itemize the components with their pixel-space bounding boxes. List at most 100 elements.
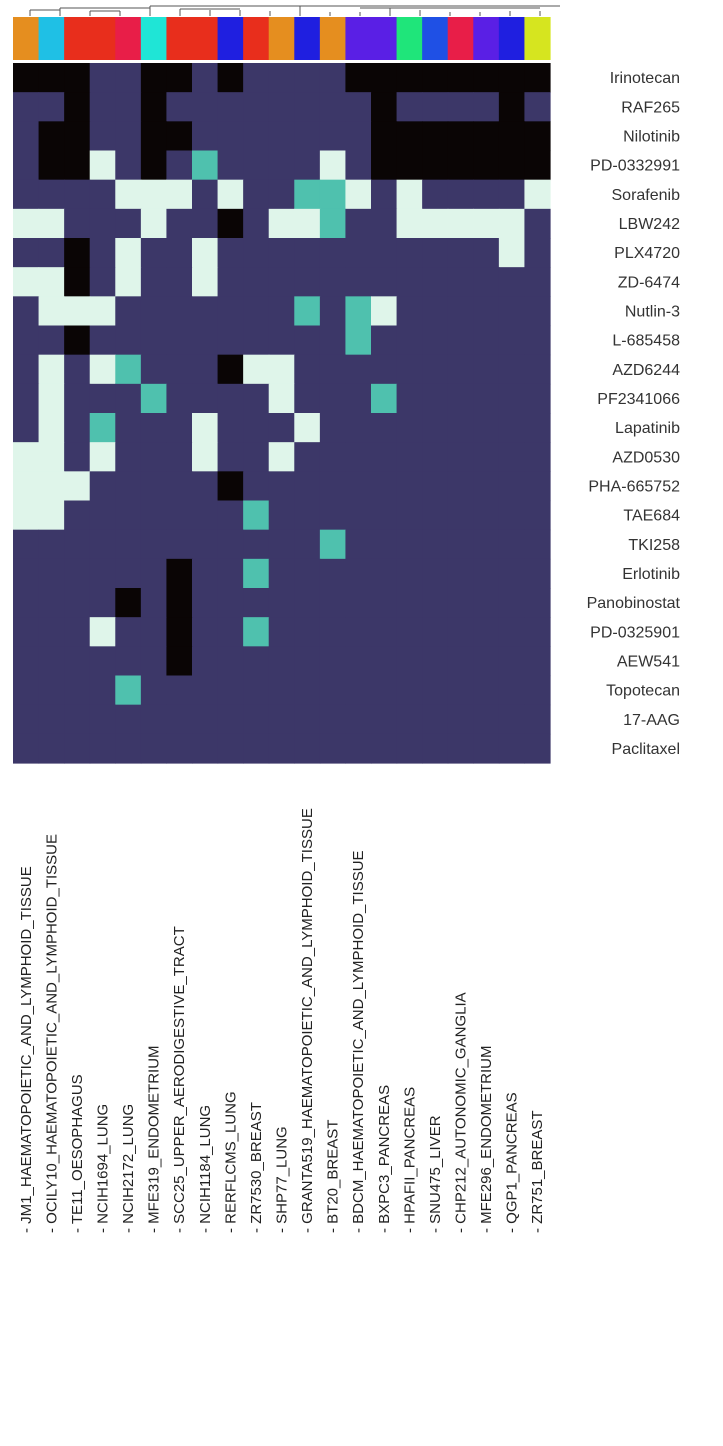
heatmap-cell: [268, 471, 295, 502]
heatmap-cell: [38, 704, 65, 735]
heatmap-cell: [345, 267, 372, 297]
row-label: L-685458: [612, 333, 680, 350]
heatmap-cell: [268, 354, 295, 385]
heatmap-cell: [319, 529, 347, 560]
heatmap-cell: [217, 354, 244, 385]
heatmap-cell: [473, 267, 500, 297]
heatmap-cell: [243, 179, 270, 210]
heatmap-cell: [64, 208, 91, 239]
heatmap-cell: [319, 208, 347, 239]
row-label: Nilotinib: [623, 128, 680, 145]
heatmap-cell: [268, 646, 295, 677]
heatmap-cell: [396, 238, 423, 268]
heatmap-cell: [166, 442, 193, 472]
heatmap-cell: [498, 675, 526, 706]
heatmap-cell: [64, 529, 91, 560]
heatmap-cell: [38, 150, 65, 181]
heatmap-cell: [294, 208, 321, 239]
heatmap-cell: [115, 92, 142, 122]
heatmap-cell: [524, 296, 551, 327]
heatmap-cell: [13, 296, 40, 327]
heatmap-cell: [345, 121, 372, 152]
heatmap-cell: [524, 238, 551, 268]
column-label: - SNU475_LIVER: [427, 1115, 444, 1233]
heatmap-cell: [192, 63, 219, 93]
heatmap-cell: [422, 325, 449, 356]
heatmap-cell: [294, 442, 321, 472]
heatmap-cell: [294, 267, 321, 297]
heatmap-cell: [473, 383, 500, 414]
heatmap-cell: [422, 383, 449, 414]
heatmap-cell: [473, 238, 500, 268]
heatmap-cell: [422, 121, 449, 152]
heatmap-cell: [217, 588, 244, 618]
heatmap-cell: [38, 588, 65, 618]
heatmap-cell: [268, 617, 295, 647]
heatmap-cell: [217, 150, 244, 181]
row-label: AZD6244: [612, 362, 680, 379]
heatmap-cell: [217, 179, 244, 210]
heatmap-cell: [115, 617, 142, 647]
heatmap-cell: [268, 704, 295, 735]
column-label: - SCC25_UPPER_AERODIGESTIVE_TRACT: [171, 926, 188, 1233]
heatmap-cell: [447, 208, 474, 239]
heatmap-cell: [243, 471, 270, 502]
heatmap-cell: [294, 238, 321, 268]
heatmap-cell: [140, 617, 168, 647]
heatmap-cell: [115, 646, 142, 677]
heatmap-cell: [268, 296, 295, 327]
heatmap-cell: [268, 529, 295, 560]
heatmap-cell: [498, 383, 526, 414]
heatmap-cell: [89, 383, 116, 414]
heatmap-cell: [166, 179, 193, 210]
heatmap-cell: [294, 588, 321, 618]
heatmap-cell: [217, 733, 244, 764]
heatmap-cell: [243, 121, 270, 152]
heatmap-cell: [319, 267, 347, 297]
heatmap-cell: [166, 646, 193, 677]
heatmap-cell: [422, 413, 449, 443]
heatmap-cell: [38, 238, 65, 268]
column-label: - NCIH1694_LUNG: [95, 1104, 112, 1233]
heatmap-cell: [115, 121, 142, 152]
heatmap-cell: [115, 150, 142, 181]
heatmap-cell: [396, 121, 423, 152]
heatmap-cell: [371, 646, 398, 677]
heatmap-cell: [192, 267, 219, 297]
heatmap-cell: [89, 92, 116, 122]
heatmap-cell: [64, 500, 91, 531]
heatmap-cell: [498, 325, 526, 356]
heatmap-cell: [524, 92, 551, 122]
heatmap-cell: [115, 325, 142, 356]
heatmap-cell: [473, 92, 500, 122]
heatmap-cell: [13, 733, 40, 764]
heatmap-cell: [524, 617, 551, 647]
heatmap-cell: [396, 296, 423, 327]
heatmap-cell: [294, 704, 321, 735]
color-bar-cell: [268, 17, 295, 60]
heatmap-cell: [38, 500, 65, 531]
heatmap-cell: [89, 617, 116, 647]
heatmap-cell: [89, 588, 116, 618]
heatmap-cell: [243, 646, 270, 677]
heatmap-cell: [243, 92, 270, 122]
heatmap-cell: [345, 646, 372, 677]
heatmap-cell: [192, 675, 219, 706]
heatmap-cell: [319, 704, 347, 735]
heatmap-cell: [64, 179, 91, 210]
color-bar-cell: [371, 17, 398, 60]
heatmap-cell: [115, 558, 142, 589]
heatmap-cell: [345, 733, 372, 764]
heatmap-cell: [447, 296, 474, 327]
heatmap-cell: [13, 179, 40, 210]
heatmap-cell: [447, 267, 474, 297]
heatmap-cell: [64, 121, 91, 152]
heatmap-cell: [217, 558, 244, 589]
heatmap-cell: [447, 646, 474, 677]
column-label: - ZR7530_BREAST: [248, 1102, 265, 1233]
heatmap-cell: [268, 63, 295, 93]
column-dendrogram: [29, 5, 560, 16]
heatmap-cell: [345, 296, 372, 327]
heatmap-cell: [140, 558, 168, 589]
heatmap-cell: [371, 500, 398, 531]
